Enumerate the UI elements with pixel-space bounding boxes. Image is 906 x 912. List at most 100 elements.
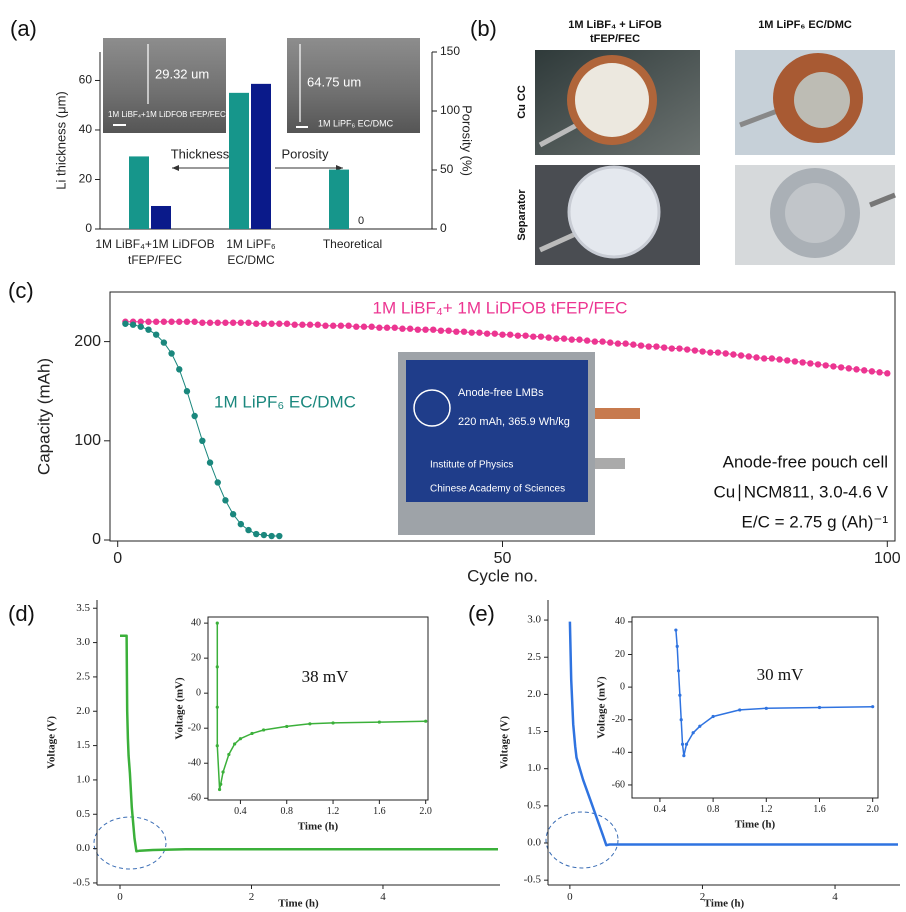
marker	[424, 719, 428, 723]
y-tick-label: 2.0	[76, 705, 90, 717]
marker	[176, 366, 183, 373]
arrow-head	[336, 165, 343, 171]
x-tick-label: 50	[494, 550, 512, 567]
marker	[822, 362, 829, 369]
marker	[737, 352, 745, 359]
y-tick-label: 0.0	[76, 842, 90, 854]
marker	[331, 721, 335, 725]
marker	[853, 366, 860, 373]
series-label: 1M LiPF₆ EC/DMC	[214, 392, 356, 411]
marker	[199, 437, 206, 445]
marker	[682, 754, 686, 758]
y-tick-label: 0	[92, 531, 101, 548]
marker	[291, 321, 298, 328]
marker	[260, 320, 268, 327]
marker	[680, 742, 685, 746]
category-label: 1M LiBF₄+1M LiDFOB tFEP/FEC	[95, 237, 215, 267]
y-tick-label: 2.5	[76, 670, 90, 682]
marker	[253, 530, 260, 538]
marker	[160, 318, 168, 325]
marker	[360, 323, 368, 330]
y2-tick-label: 150	[440, 44, 460, 58]
marker	[768, 355, 776, 362]
marker	[876, 369, 883, 376]
marker	[206, 319, 214, 326]
annotation: Anode-free pouch cell	[723, 452, 888, 471]
marker	[299, 321, 306, 328]
marker	[760, 355, 768, 362]
line	[125, 323, 280, 537]
marker	[476, 329, 483, 336]
marker	[861, 367, 868, 374]
marker	[871, 705, 875, 709]
y-tick-label: -0.5	[73, 876, 91, 888]
y-tick-label: 2.0	[527, 688, 541, 700]
marker	[691, 347, 699, 354]
y2-tick-label: 100	[440, 103, 460, 117]
marker	[152, 318, 160, 325]
coin-center	[575, 63, 649, 137]
chart: 0 20 40 60 0 50 100 150 Li thickness (μm) Porosit…	[53, 44, 474, 235]
marker	[383, 324, 391, 331]
chart: 0.4 0.8 1.2 1.6 2.0 -60 -40 -20 0 20 40 Time (h) Vol…	[174, 616, 432, 833]
y-tick-label: 40	[191, 617, 201, 628]
y-tick-label: 3.5	[76, 602, 90, 614]
marker	[614, 340, 622, 347]
marker	[460, 328, 468, 335]
marker	[691, 731, 695, 735]
marker	[229, 511, 237, 518]
marker	[199, 319, 206, 326]
x-axis-label: Time (h)	[278, 898, 319, 910]
x-tick-label: 2	[249, 891, 255, 903]
marker	[145, 318, 152, 325]
marker	[276, 320, 283, 327]
category-label: 1M LiPF₆ EC/DMC	[226, 237, 276, 267]
pouch-text: 220 mAh, 365.9 Wh/kg	[458, 416, 570, 428]
coin-center	[794, 72, 850, 128]
y-tick-label: 2.5	[527, 651, 541, 663]
marker	[817, 705, 822, 710]
marker	[206, 459, 214, 466]
sem-label: 1M LiBF₄+1M LiDFOB tFEP/FEC	[108, 110, 226, 119]
x-tick-label: 1.2	[760, 804, 773, 815]
marker	[668, 345, 676, 352]
marker	[645, 343, 652, 350]
marker	[406, 325, 414, 332]
marker	[684, 346, 691, 353]
marker	[499, 331, 506, 338]
marker	[591, 338, 599, 345]
y-tick-label: 20	[615, 649, 625, 660]
marker	[868, 368, 876, 375]
marker	[545, 334, 552, 341]
marker	[137, 323, 144, 330]
x-tick-label: 2.0	[866, 804, 879, 815]
highlight-circle	[93, 816, 167, 870]
y-tick-label: -0.5	[524, 874, 542, 886]
y-axis-label: Li thickness (μm)	[53, 91, 68, 190]
y-tick-label: -60	[612, 779, 625, 790]
marker	[745, 353, 752, 360]
x-tick-label: 1.2	[327, 806, 340, 817]
pouch-text: Chinese Academy of Sciences	[430, 484, 565, 495]
series-label: 1M LiBF₄+ 1M LiDFOB tFEP/FEC	[373, 298, 628, 317]
marker	[283, 320, 291, 327]
tweezers	[739, 107, 781, 128]
y-axis-label: Capacity (mAh)	[34, 358, 53, 475]
arrow-head	[172, 165, 179, 171]
chart: 0 50 100 0 100 200 Cycle no. Capacity (mAh)	[34, 291, 901, 585]
y-tick-label: 1.5	[527, 725, 541, 737]
de-annotations: 38 mV 30 mV	[93, 665, 804, 870]
y-tick-label: -20	[188, 722, 201, 733]
pouch-label	[406, 360, 588, 502]
marker	[168, 318, 175, 325]
bar	[229, 92, 249, 229]
marker	[483, 330, 491, 337]
marker	[233, 742, 237, 746]
marker	[707, 349, 714, 356]
y-tick-label: 0.5	[527, 799, 541, 811]
marker	[684, 742, 689, 746]
annotation: 30 mV	[757, 665, 804, 684]
marker	[215, 665, 219, 669]
marker	[453, 328, 460, 335]
